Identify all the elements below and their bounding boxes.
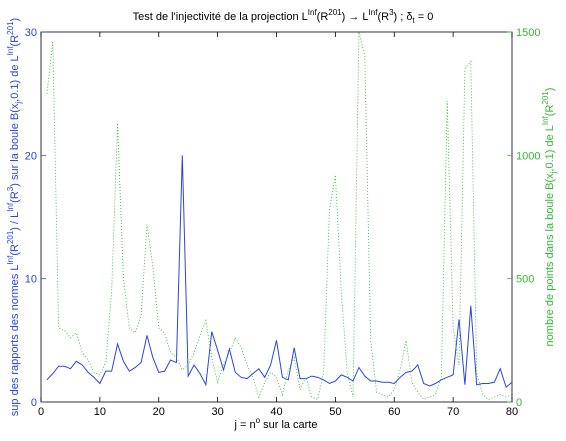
- label-part: Inf: [308, 8, 318, 17]
- label-part: (R: [544, 105, 556, 117]
- y2-tick-label: 0: [516, 397, 522, 409]
- label-part: 201: [6, 230, 15, 244]
- y-tick-label: 20: [25, 150, 37, 162]
- y2-label: nombre de points dans la boule B(xj,0.1)…: [541, 88, 558, 347]
- label-part: (R: [317, 11, 329, 23]
- label-part: (R: [9, 244, 21, 256]
- label-part: sup des rapports des normes L: [9, 265, 21, 417]
- label-part: 201: [541, 91, 550, 105]
- x-tick-label: 30: [212, 406, 224, 418]
- x-tick-label: 80: [506, 406, 518, 418]
- label-part: ) ; δ: [394, 11, 413, 23]
- label-part: sur la carte: [260, 419, 317, 431]
- label-part: Test de l'injectivité de la projection L: [133, 11, 308, 23]
- y2-tick-label: 1000: [516, 150, 540, 162]
- label-part: Inf: [6, 202, 15, 212]
- x-label: j = no sur la carte: [233, 416, 317, 431]
- label-part: Inf: [6, 46, 15, 56]
- x-tick-label: 40: [270, 406, 282, 418]
- x-tick-label: 0: [38, 406, 44, 418]
- label-part: 201: [328, 8, 342, 17]
- x-tick-label: 70: [447, 406, 459, 418]
- label-part: o: [256, 416, 261, 425]
- label-part: j: [14, 102, 23, 105]
- data-line: [46, 155, 513, 389]
- label-part: 3: [389, 8, 394, 17]
- label-part: j = n: [233, 419, 255, 431]
- label-part: nombre de points dans la boule B(x: [544, 173, 556, 347]
- label-part: (R: [9, 191, 21, 203]
- label-part: ,0.1) de L: [9, 55, 21, 101]
- label-part: Inf: [369, 8, 379, 17]
- label-part: ): [544, 88, 556, 92]
- label-part: 3: [6, 186, 15, 191]
- label-part: ) / L: [9, 212, 21, 231]
- label-part: ): [9, 18, 21, 22]
- title: Test de l'injectivité de la projection L…: [133, 8, 434, 25]
- plot-frame: [40, 31, 513, 403]
- x-tick-label: 20: [153, 406, 165, 418]
- y-tick-label: 0: [31, 397, 37, 409]
- y-tick-label: 30: [25, 27, 37, 39]
- x-tick-label: 10: [94, 406, 106, 418]
- label-part: t: [412, 16, 415, 25]
- y2-tick-label: 1500: [516, 27, 540, 39]
- label-part: ,0.1) de L: [544, 125, 556, 171]
- label-part: ) sur la boule B(x: [9, 103, 21, 187]
- x-tick-label: 50: [329, 406, 341, 418]
- label-part: = 0: [415, 11, 434, 23]
- label-part: (R: [377, 11, 389, 23]
- y2-tick-label: 500: [516, 274, 534, 286]
- label-part: (R: [9, 35, 21, 47]
- label-part: j: [549, 171, 558, 174]
- label-part: Inf: [6, 255, 15, 265]
- data-line: [46, 31, 513, 401]
- label-part: ) → L: [342, 11, 369, 23]
- label-part: Inf: [541, 115, 550, 125]
- y-tick-label: 10: [25, 274, 37, 286]
- x-tick-label: 60: [388, 406, 400, 418]
- y-label: sup des rapports des normes LInf(R201) /…: [6, 18, 23, 416]
- label-part: 201: [6, 21, 15, 35]
